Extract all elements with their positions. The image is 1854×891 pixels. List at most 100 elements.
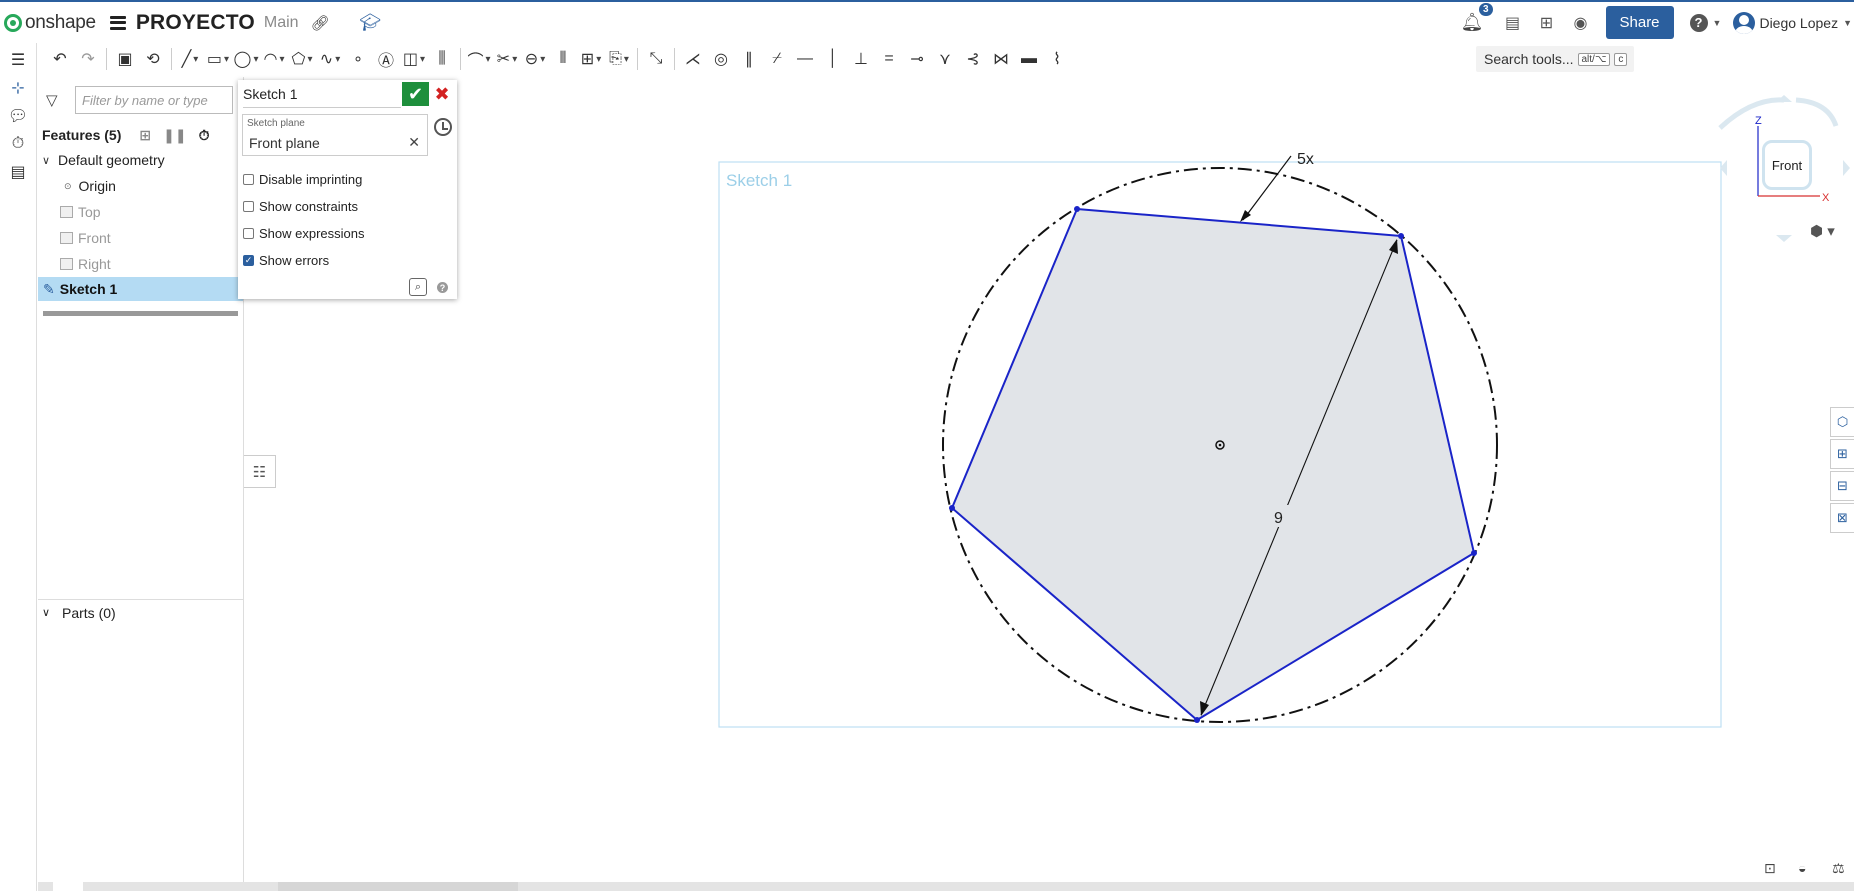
view-cube-face[interactable]: Front xyxy=(1762,140,1812,190)
construction-tool-icon[interactable]: ◫ xyxy=(403,47,425,71)
vertex-point[interactable] xyxy=(949,505,955,511)
tab-assembly[interactable] xyxy=(278,882,518,891)
clear-icon[interactable]: ✕ xyxy=(408,134,420,150)
release-candidates-icon[interactable]: ▤ xyxy=(1504,14,1521,32)
scale-icon[interactable]: ⚖︎ xyxy=(1832,860,1845,876)
text-tool-icon[interactable]: Ⓐ xyxy=(377,53,394,70)
sketch-plane-field[interactable]: Sketch plane Front plane ✕ xyxy=(242,114,428,156)
curvature-constraint-icon[interactable]: ⌇ xyxy=(1053,51,1061,68)
perpendicular-constraint-icon[interactable]: ⊥ xyxy=(854,51,868,68)
rebuild-timer-icon[interactable]: ⏱︎ xyxy=(198,126,210,143)
polygon-count-dimension[interactable]: 5x xyxy=(1297,151,1314,168)
mass-properties-icon[interactable]: ⊡ xyxy=(1764,860,1776,876)
learning-center-icon[interactable]: 🎓︎ xyxy=(359,12,382,32)
transform-tool-icon[interactable]: ⤡ xyxy=(649,50,663,67)
pattern-tool-icon[interactable]: ⊞ xyxy=(580,47,602,71)
option-show-errors[interactable]: ✓ Show errors xyxy=(243,251,329,269)
branch-name[interactable]: Main xyxy=(263,13,299,31)
rotate-right-icon[interactable] xyxy=(1795,97,1839,127)
center-point[interactable] xyxy=(1215,440,1225,450)
user-avatar[interactable] xyxy=(1733,11,1756,34)
line-tool-icon[interactable]: ╱ xyxy=(179,47,201,71)
arrow-right-icon[interactable] xyxy=(1843,160,1850,176)
use-icon[interactable]: ⟲ xyxy=(146,51,160,68)
tree-item-origin[interactable]: ⊙ Origin xyxy=(38,173,243,199)
arc-tool-icon[interactable]: ◠ xyxy=(263,47,285,71)
equal-constraint-icon[interactable]: = xyxy=(884,50,894,67)
graphics-panel-icon[interactable]: ⊞ xyxy=(1830,439,1854,469)
app-store-icon[interactable]: ⊞ xyxy=(1539,14,1554,32)
midpoint-constraint-icon[interactable]: ⊸ xyxy=(910,51,924,68)
arrow-up-icon[interactable] xyxy=(1776,95,1792,102)
history-icon[interactable] xyxy=(434,118,452,136)
rotate-left-icon[interactable] xyxy=(1718,97,1785,130)
checkbox-checked[interactable]: ✓ xyxy=(243,254,254,266)
vertex-point[interactable] xyxy=(1471,550,1477,556)
tree-item-default-geometry[interactable]: ∨ Default geometry xyxy=(38,147,243,173)
arrow-left-icon[interactable] xyxy=(1720,160,1727,176)
view-options-icon[interactable]: ⬢ ▾ xyxy=(1810,223,1835,240)
concentric-constraint-icon[interactable]: ◎ xyxy=(714,51,728,68)
comments-icon[interactable]: 💬︎ xyxy=(7,108,29,125)
app-launcher-icon[interactable]: ◉ xyxy=(1573,14,1588,32)
user-name[interactable]: Diego Lopez xyxy=(1759,14,1839,31)
accept-button[interactable]: ✔ xyxy=(402,82,429,106)
configurations-panel-icon[interactable]: ⊟ xyxy=(1830,471,1854,501)
notifications-bell-icon[interactable]: 🔔︎ 3 xyxy=(1461,3,1493,33)
arrow-down-icon[interactable] xyxy=(1776,235,1792,242)
vertex-point[interactable] xyxy=(1194,717,1200,723)
parts-header[interactable]: ∨ Parts (0) xyxy=(38,599,244,625)
vertex-point[interactable] xyxy=(1074,206,1080,212)
feature-list-icon[interactable]: ☰ xyxy=(10,52,26,69)
inspect-icon[interactable]: ⌕ xyxy=(409,278,427,296)
option-show-constraints[interactable]: Show constraints xyxy=(243,197,358,215)
chevron-down-icon[interactable]: ∨ xyxy=(42,154,51,167)
user-dropdown-chevron-icon[interactable]: ▼ xyxy=(1843,17,1852,28)
tree-item-right[interactable]: Right xyxy=(38,251,243,277)
spline-tool-icon[interactable]: ∿ xyxy=(319,47,341,71)
redo-icon[interactable]: ↷ xyxy=(81,51,95,68)
tree-item-sketch-1[interactable]: ✎ Sketch 1 xyxy=(38,277,243,301)
link-icon[interactable]: 🔗︎ xyxy=(310,14,330,32)
pierce-constraint-icon[interactable]: ⊰ xyxy=(966,51,980,68)
pentagon[interactable] xyxy=(950,207,1476,722)
chevron-down-icon[interactable]: ∨ xyxy=(42,607,51,619)
tab-part-studio[interactable] xyxy=(53,882,83,891)
circle-tool-icon[interactable]: ◯ xyxy=(234,47,257,71)
rollback-bar[interactable] xyxy=(43,311,238,316)
insert-feature-icon[interactable]: ⊹ xyxy=(11,80,25,97)
tangent-constraint-icon[interactable]: ⌿ xyxy=(772,50,782,67)
symmetric-constraint-icon[interactable]: ⋈ xyxy=(993,51,1009,68)
fillet-tool-icon[interactable]: ⌒ xyxy=(467,47,490,71)
filter-icon[interactable]: ▽ xyxy=(46,92,58,109)
help-dropdown-chevron-icon[interactable]: ▼ xyxy=(1712,17,1722,28)
normal-constraint-icon[interactable]: ⋎ xyxy=(939,51,951,68)
slot-tool-icon[interactable]: ⊖ xyxy=(524,47,546,71)
point-tool-icon[interactable]: ∘ xyxy=(352,51,363,68)
add-folder-icon[interactable]: ⊞ xyxy=(139,126,152,143)
undo-icon[interactable]: ↶ xyxy=(53,51,67,68)
trim-tool-icon[interactable]: ✂ xyxy=(496,47,518,71)
tree-item-front[interactable]: Front xyxy=(38,225,243,251)
option-show-expressions[interactable]: Show expressions xyxy=(243,224,365,242)
share-button[interactable]: Share xyxy=(1605,6,1674,39)
horizontal-constraint-icon[interactable]: — xyxy=(797,50,813,67)
dxf-import-icon[interactable]: ⎘ xyxy=(608,47,630,71)
pause-icon[interactable]: ❚❚ xyxy=(163,126,187,143)
help-icon[interactable]: ? xyxy=(437,282,448,293)
filter-input[interactable]: Filter by name or type xyxy=(75,86,233,114)
option-disable-imprinting[interactable]: Disable imprinting xyxy=(243,170,362,188)
timer-icon[interactable]: ⏱︎ xyxy=(11,135,25,152)
sketch-icon[interactable]: ▣ xyxy=(117,51,133,68)
tree-item-top[interactable]: Top xyxy=(38,199,243,225)
vertical-constraint-icon[interactable]: │ xyxy=(828,50,838,67)
parallel-constraint-icon[interactable]: ∥ xyxy=(745,51,753,68)
checkbox[interactable] xyxy=(243,173,254,185)
checkbox[interactable] xyxy=(243,227,254,239)
sketch-name-field[interactable]: Sketch 1 xyxy=(243,86,401,108)
rectangle-tool-icon[interactable]: ▭ xyxy=(207,47,229,71)
view-mode-icon[interactable]: ◒ xyxy=(1798,860,1807,876)
menu-icon[interactable] xyxy=(109,15,126,30)
checkbox[interactable] xyxy=(243,200,254,212)
bill-of-materials-icon[interactable]: ▤ xyxy=(10,164,26,181)
